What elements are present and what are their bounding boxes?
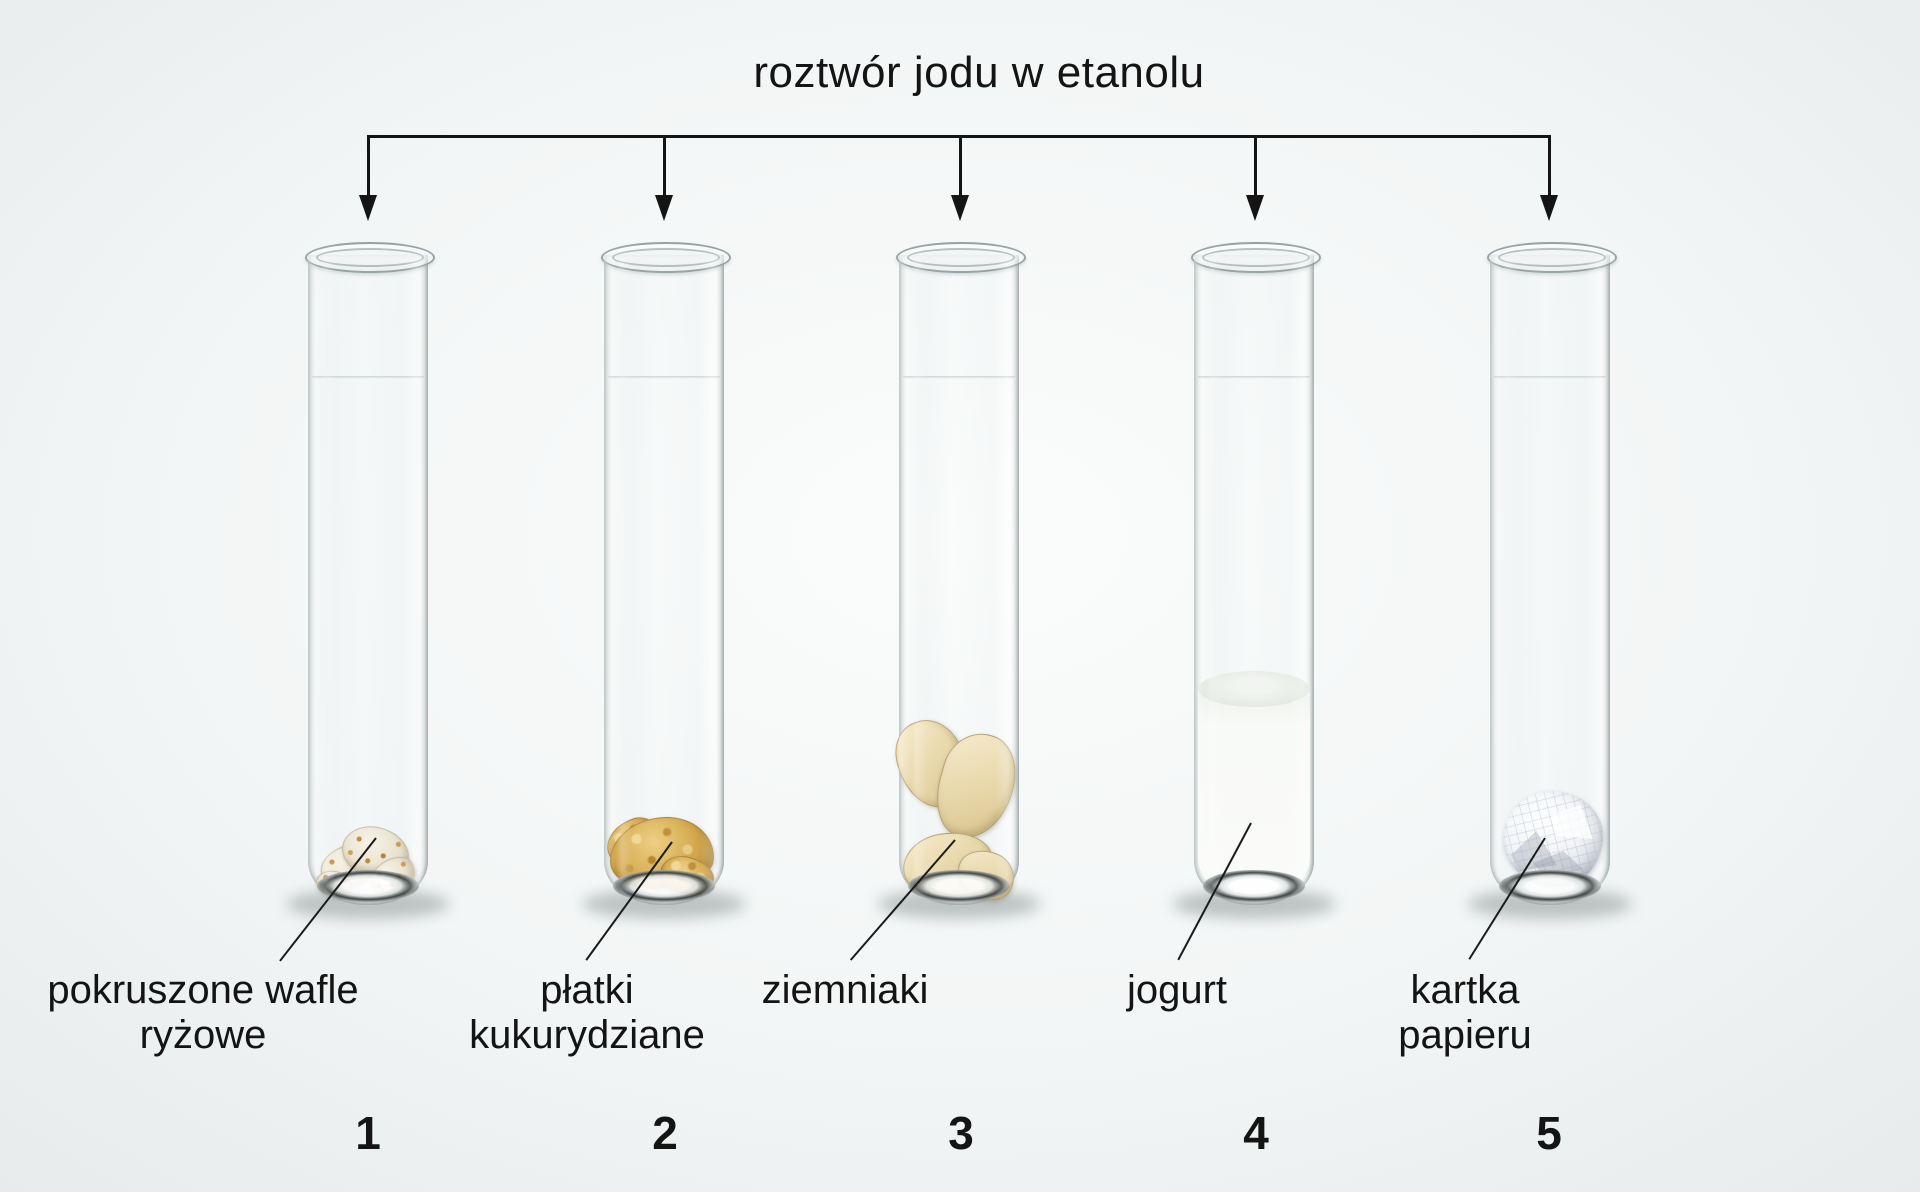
liquid-level [1494, 376, 1606, 379]
tube-number-2: 2 [652, 1107, 678, 1159]
liquid-level [608, 376, 720, 379]
tube-number-3: 3 [948, 1107, 974, 1159]
content-yogurt [1198, 671, 1310, 898]
yogurt-surface [1198, 671, 1310, 707]
tube-rim [896, 242, 1026, 273]
tube-number-5: 5 [1536, 1107, 1562, 1159]
label-corn-flakes: płatki kukurydziane [469, 968, 705, 1057]
content-corn-flakes [600, 242, 724, 905]
content-potatoes [885, 242, 1027, 909]
tube-rim [1191, 242, 1321, 273]
tube-base [613, 870, 715, 902]
tube-glass [308, 255, 428, 905]
test-tube-3 [877, 242, 1041, 919]
label-rice-wafers: pokruszone wafle ryżowe [47, 968, 359, 1057]
tube-base [1203, 870, 1305, 902]
test-tube-2 [582, 242, 746, 919]
liquid-level [1198, 376, 1310, 379]
diagram-title: roztwór jodu w etanolu [753, 48, 1205, 97]
tube-number-1: 1 [355, 1107, 381, 1159]
test-tube-1 [286, 242, 450, 919]
tube-rim [601, 242, 731, 273]
liquid-level [312, 376, 424, 379]
tube-glass [604, 255, 724, 905]
tube-rim [1487, 242, 1617, 273]
tube-number-4: 4 [1243, 1107, 1269, 1159]
test-tube-5 [1468, 242, 1632, 919]
liquid-level [903, 376, 1015, 379]
label-yogurt: jogurt [1126, 968, 1228, 1012]
tube-rim [305, 242, 435, 273]
label-paper: kartka papieru [1398, 968, 1532, 1057]
content-rice-wafers [308, 242, 428, 905]
test-tube-4 [1172, 242, 1336, 919]
content-paper [1490, 242, 1610, 905]
tube-base [317, 870, 419, 902]
label-potatoes: ziemniaki [761, 968, 929, 1012]
